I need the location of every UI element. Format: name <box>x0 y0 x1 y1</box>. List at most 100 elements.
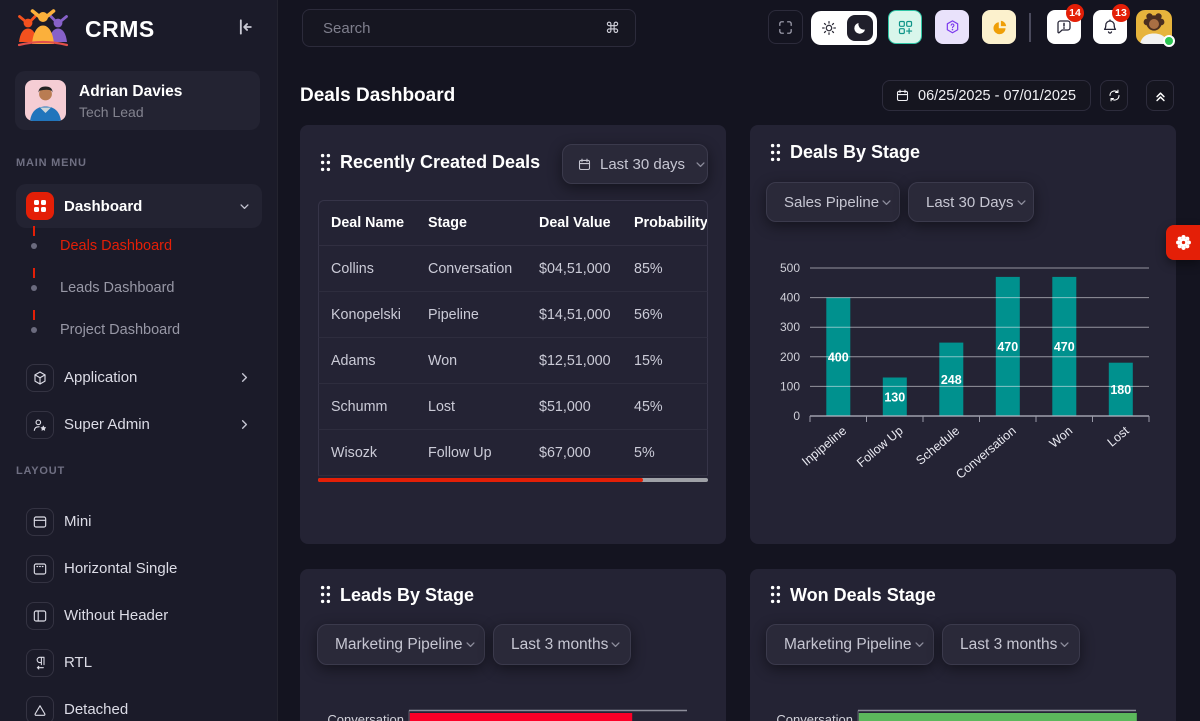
grid-plus-icon <box>897 19 914 36</box>
settings-fab-button[interactable] <box>1166 225 1200 260</box>
rtl-icon <box>26 648 54 677</box>
sun-icon[interactable] <box>820 19 838 37</box>
brand-name: CRMS <box>85 16 155 42</box>
drag-handle-icon[interactable] <box>319 585 333 605</box>
dark-mode-toggle[interactable] <box>847 15 873 41</box>
sidebar-submenu: Deals Dashboard Leads Dashboard Project Da… <box>0 225 278 351</box>
table-horizontal-scrollbar[interactable] <box>318 478 708 482</box>
svg-text:400: 400 <box>828 350 849 364</box>
sidebar-collapse-button[interactable] <box>235 17 259 41</box>
hexagon-question-icon <box>944 19 961 36</box>
notifications-button[interactable]: 13 <box>1093 4 1130 44</box>
sidebar-item-without-header[interactable]: Without Header <box>16 592 262 639</box>
sidebar-item-rtl[interactable]: RTL <box>16 639 262 686</box>
bar-lost <box>1108 362 1133 416</box>
bell-icon <box>1101 18 1119 36</box>
reports-button[interactable] <box>982 10 1016 44</box>
fullscreen-button[interactable] <box>768 10 803 44</box>
sidebar-item-dashboard[interactable]: Dashboard <box>16 184 262 228</box>
apps-button[interactable] <box>888 10 922 44</box>
chevron-right-icon <box>237 417 252 432</box>
topbar: ⌘ 14 13 <box>278 0 1200 56</box>
chevron-right-icon <box>237 370 252 385</box>
pipeline-filter-dropdown[interactable]: Marketing Pipeline <box>766 624 934 665</box>
pipeline-filter-dropdown[interactable]: Marketing Pipeline <box>317 624 485 665</box>
theme-toggle[interactable] <box>811 11 877 45</box>
svg-text:470: 470 <box>997 340 1018 354</box>
sidebar-item-horizontal-single[interactable]: Horizontal Single <box>16 545 262 592</box>
table-cell: Adams <box>318 338 416 384</box>
layout-horizontal-icon <box>26 554 54 583</box>
filter-label: Marketing Pipeline <box>784 635 912 653</box>
table-cell: $04,51,000 <box>527 246 622 292</box>
period-filter-dropdown[interactable]: Last 30 Days <box>908 182 1034 222</box>
sidebar-item-deals-dashboard[interactable]: Deals Dashboard <box>0 225 278 267</box>
deals-by-stage-chart: 0 100 200 300 400 500 400 130 248 470 470 180 Inpipe… <box>780 261 1150 482</box>
svg-text:Lost: Lost <box>1105 423 1133 449</box>
svg-text:130: 130 <box>884 390 905 404</box>
table-cell: $14,51,000 <box>527 292 622 338</box>
svg-text:Inpipeline: Inpipeline <box>799 424 849 469</box>
table-cell: Won <box>416 338 527 384</box>
period-filter-dropdown[interactable]: Last 3 months <box>493 624 631 665</box>
svg-text:180: 180 <box>1110 383 1131 397</box>
filter-label: Last 30 days <box>600 155 686 173</box>
avatar <box>1136 10 1172 44</box>
table-cell: Collins <box>318 246 416 292</box>
card-won-deals-stage: Won Deals Stage Marketing Pipeline Last … <box>750 569 1176 721</box>
column-header-deal-name: Deal Name <box>318 200 416 246</box>
card-leads-by-stage: Leads By Stage Marketing Pipeline Last 3… <box>300 569 726 721</box>
table-cell: 5% <box>622 430 708 476</box>
deals-table-header: Deal Name Stage Deal Value Probability <box>318 200 708 246</box>
collapse-cards-button[interactable] <box>1146 80 1174 111</box>
moon-icon <box>853 21 867 35</box>
card-title: Deals By Stage <box>790 142 921 162</box>
chevron-down-icon <box>912 637 927 652</box>
date-range-picker[interactable]: 06/25/2025 - 07/01/2025 <box>882 80 1091 111</box>
card-deals-by-stage: Deals By Stage Sales Pipeline Last 30 Da… <box>750 125 1176 544</box>
header-divider <box>1029 13 1031 42</box>
bar-schedule <box>939 342 964 416</box>
drag-handle-icon[interactable] <box>769 585 783 605</box>
search-input[interactable] <box>303 10 635 46</box>
scrollbar-thumb[interactable] <box>318 478 643 482</box>
won-deals-stage-chart: Conversation <box>776 709 1137 721</box>
table-cell: Konopelski <box>318 292 416 338</box>
recent-deals-filter-dropdown[interactable]: Last 30 days <box>562 144 708 184</box>
card-title: Leads By Stage <box>340 585 475 605</box>
svg-text:500: 500 <box>780 261 800 275</box>
user-star-icon <box>26 410 54 439</box>
pie-icon <box>991 19 1008 36</box>
drag-handle-icon[interactable] <box>319 153 333 173</box>
drag-handle-icon[interactable] <box>769 143 783 163</box>
svg-text:Schedule: Schedule <box>913 424 962 468</box>
chevron-down-icon <box>693 157 708 172</box>
profile-avatar[interactable] <box>1136 10 1175 47</box>
filter-label: Marketing Pipeline <box>335 635 463 653</box>
detached-icon <box>26 695 54 721</box>
refresh-button[interactable] <box>1100 80 1128 111</box>
svg-text:Won: Won <box>1047 424 1076 451</box>
sidebar-item-application[interactable]: Application <box>16 354 262 401</box>
sidebar-item-leads-dashboard[interactable]: Leads Dashboard <box>0 267 278 309</box>
sidebar-item-detached[interactable]: Detached <box>16 686 262 721</box>
svg-text:Conversation: Conversation <box>776 712 853 721</box>
calendar-icon <box>895 88 910 103</box>
sidebar-item-label: Horizontal Single <box>64 560 178 577</box>
pipeline-filter-dropdown[interactable]: Sales Pipeline <box>766 182 900 222</box>
sidebar-item-mini[interactable]: Mini <box>16 498 262 545</box>
help-button[interactable] <box>935 10 969 44</box>
period-filter-dropdown[interactable]: Last 3 months <box>942 624 1080 665</box>
svg-text:300: 300 <box>780 320 800 334</box>
box-3d-icon <box>26 363 54 392</box>
sidebar-item-label: Super Admin <box>64 416 150 433</box>
deals-table: Deal Name Stage Deal Value Probability Coll… <box>318 200 708 476</box>
bar-conversation <box>409 713 633 721</box>
sidebar-user-card[interactable]: Adrian Davies Tech Lead <box>15 71 260 130</box>
sidebar-item-super-admin[interactable]: Super Admin <box>16 401 262 448</box>
chat-alert-icon <box>1055 18 1073 36</box>
sidebar-item-project-dashboard[interactable]: Project Dashboard <box>0 309 278 351</box>
menu-section-label-main-menu: MAIN MENU <box>16 157 87 169</box>
messages-button[interactable]: 14 <box>1047 4 1084 44</box>
notifications-badge: 13 <box>1112 4 1130 22</box>
